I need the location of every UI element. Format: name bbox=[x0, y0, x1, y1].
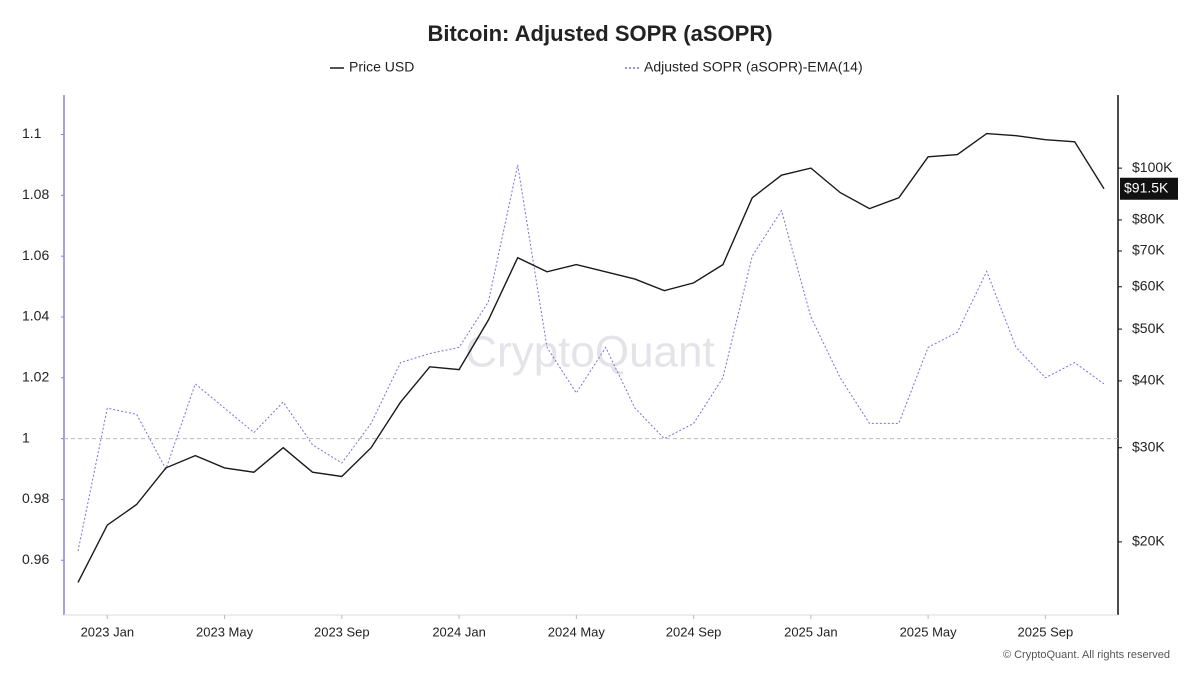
legend-label: Price USD bbox=[349, 59, 414, 75]
y2-tick-label: $50K bbox=[1132, 320, 1165, 336]
x-tick-label: 2025 May bbox=[900, 624, 958, 639]
y2-tick-label: $60K bbox=[1132, 277, 1165, 293]
x-tick-label: 2025 Sep bbox=[1018, 624, 1074, 639]
y-tick-label: 1.08 bbox=[22, 186, 49, 202]
x-tick-label: 2023 May bbox=[196, 624, 254, 639]
y2-tick-label: $40K bbox=[1132, 372, 1165, 388]
series-line bbox=[77, 164, 1105, 552]
x-tick-label: 2024 Sep bbox=[666, 624, 722, 639]
y-tick-label: 0.98 bbox=[22, 490, 49, 506]
y-tick-label: 1.02 bbox=[22, 369, 49, 385]
y2-tick-label: $30K bbox=[1132, 438, 1165, 454]
y-tick-label: 1.04 bbox=[22, 308, 49, 324]
chart-title: Bitcoin: Adjusted SOPR (aSOPR) bbox=[427, 21, 772, 46]
footer: © CryptoQuant. All rights reserved bbox=[1003, 649, 1170, 661]
y2-tick-label: $20K bbox=[1132, 533, 1165, 549]
x-tick-label: 2024 May bbox=[548, 624, 606, 639]
x-tick-label: 2025 Jan bbox=[784, 624, 838, 639]
y-tick-label: 1 bbox=[22, 429, 30, 445]
watermark: CryptoQuant bbox=[465, 328, 714, 377]
y-tick-label: 1.06 bbox=[22, 247, 49, 263]
price-marker bbox=[1120, 177, 1178, 200]
x-tick-label: 2024 Jan bbox=[432, 624, 486, 639]
y2-tick-label: $70K bbox=[1132, 242, 1165, 258]
y2-tick-label: $100K bbox=[1132, 159, 1173, 175]
x-tick-label: 2023 Jan bbox=[81, 624, 135, 639]
series-line bbox=[77, 132, 1105, 583]
legend-label: Adjusted SOPR (aSOPR)-EMA(14) bbox=[644, 59, 863, 75]
price-marker-label: $91.5K bbox=[1124, 179, 1169, 195]
y-tick-label: 0.96 bbox=[22, 551, 49, 567]
y2-tick-label: $80K bbox=[1132, 211, 1165, 227]
x-tick-label: 2023 Sep bbox=[314, 624, 370, 639]
y-tick-label: 1.1 bbox=[22, 125, 42, 141]
